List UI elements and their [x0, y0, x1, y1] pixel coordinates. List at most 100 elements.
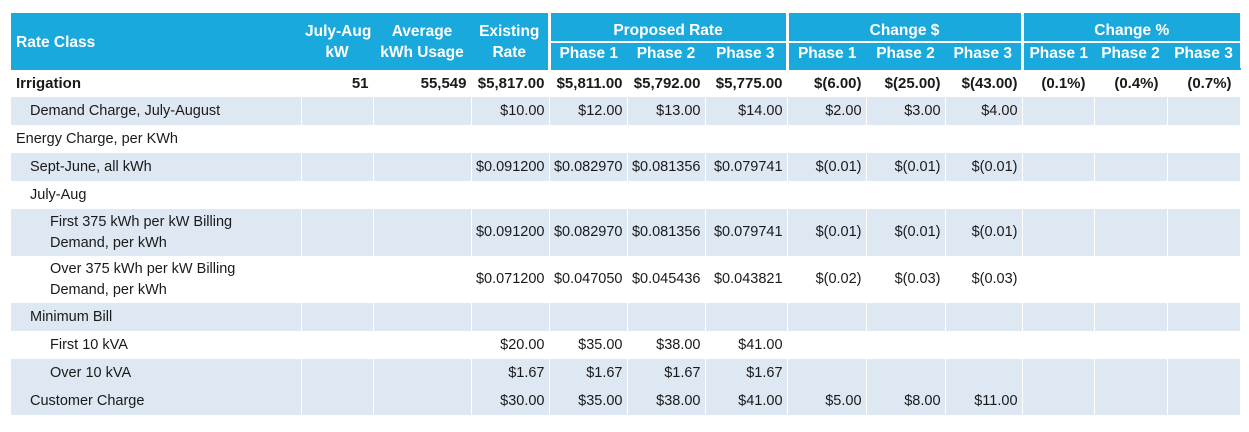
existing-rate-header-line2: Rate	[492, 44, 527, 61]
cell-kw	[301, 125, 374, 153]
cell-proposed-p3	[705, 181, 788, 209]
cell-change-dollar-p1	[787, 331, 867, 359]
cell-change-dollar-p3: $(0.03)	[945, 256, 1023, 303]
proposed-rate-group-header: Proposed Rate	[547, 13, 788, 43]
cell-kw	[301, 387, 374, 415]
cell-proposed-p3: $1.67	[705, 359, 788, 387]
cell-change-pct-p2	[1094, 125, 1168, 153]
cell-existing	[471, 303, 550, 331]
cell-change-dollar-p3: $11.00	[945, 387, 1023, 415]
cell-change-pct-p1	[1022, 256, 1095, 303]
cell-change-dollar-p3	[945, 181, 1023, 209]
cell-proposed-p2: $0.081356	[627, 209, 706, 256]
cell-proposed-p3: $0.043821	[705, 256, 788, 303]
cell-change-pct-p2	[1094, 97, 1168, 125]
table-row-first-10-kva: First 10 kVA $20.00 $35.00 $38.00 $41.00	[11, 331, 1241, 359]
cell-change-pct-p1	[1022, 387, 1095, 415]
row-label: Over 10 kVA	[11, 359, 302, 387]
cell-change-pct-p2	[1094, 209, 1168, 256]
cell-proposed-p2: $5,792.00	[627, 68, 706, 97]
cell-change-dollar-p3: $(43.00)	[945, 68, 1023, 97]
cell-change-dollar-p1: $(0.01)	[787, 153, 867, 181]
cell-kw	[301, 97, 374, 125]
rate-class-header: Rate Class	[11, 13, 301, 69]
average-usage-header: Average kWh Usage	[373, 13, 471, 69]
july-aug-kw-header-line1: July-Aug	[305, 23, 372, 40]
cell-proposed-p1	[549, 181, 628, 209]
row-label-line2: Demand, per kWh	[50, 234, 167, 251]
table-body: Irrigation 51 55,549 $5,817.00 $5,811.00…	[11, 68, 1241, 415]
existing-rate-header-line1: Existing	[479, 23, 540, 40]
cell-proposed-p3: $0.079741	[705, 153, 788, 181]
row-label-line1: First 375 kWh per kW Billing	[50, 213, 233, 230]
cell-proposed-p3	[705, 125, 788, 153]
cell-change-dollar-p2: $8.00	[866, 387, 946, 415]
cell-proposed-p1	[549, 125, 628, 153]
cell-usage	[373, 359, 472, 387]
cell-change-pct-p1	[1022, 331, 1095, 359]
cell-change-dollar-p3: $4.00	[945, 97, 1023, 125]
row-label: Irrigation	[11, 68, 302, 97]
cell-change-dollar-p3	[945, 303, 1023, 331]
cell-change-dollar-p1: $(6.00)	[787, 68, 867, 97]
table-header: Rate Class July-Aug kW Average kWh Usage…	[11, 13, 1241, 69]
cell-existing: $0.071200	[471, 256, 550, 303]
cell-change-dollar-p2	[866, 125, 946, 153]
cell-change-dollar-p2: $(0.01)	[866, 209, 946, 256]
cell-change-dollar-p1: $(0.01)	[787, 209, 867, 256]
change-percent-phase2-header: Phase 2	[1094, 42, 1168, 69]
cell-usage	[373, 153, 472, 181]
change-percent-group-header: Change %	[1020, 13, 1241, 43]
proposed-phase3-header: Phase 3	[705, 42, 788, 69]
cell-change-pct-p2	[1094, 331, 1168, 359]
cell-change-dollar-p1	[787, 181, 867, 209]
cell-change-pct-p3	[1167, 256, 1241, 303]
cell-usage	[373, 256, 472, 303]
cell-proposed-p1: $35.00	[549, 387, 628, 415]
row-label: Energy Charge, per KWh	[11, 125, 302, 153]
cell-usage	[373, 303, 472, 331]
cell-change-pct-p2	[1094, 359, 1168, 387]
cell-proposed-p2: $13.00	[627, 97, 706, 125]
existing-rate-header: Existing Rate	[471, 13, 549, 69]
table-row-irrigation: Irrigation 51 55,549 $5,817.00 $5,811.00…	[11, 68, 1241, 97]
table-row-over-375: Over 375 kWh per kW Billing Demand, per …	[11, 256, 1241, 303]
cell-change-pct-p3	[1167, 303, 1241, 331]
cell-proposed-p2	[627, 181, 706, 209]
cell-existing: $0.091200	[471, 153, 550, 181]
change-dollar-phase3-header: Phase 3	[945, 42, 1023, 69]
row-label: Over 375 kWh per kW Billing Demand, per …	[11, 256, 302, 303]
cell-proposed-p3: $14.00	[705, 97, 788, 125]
cell-change-dollar-p3	[945, 125, 1023, 153]
row-label: Demand Charge, July-August	[11, 97, 302, 125]
cell-existing: $20.00	[471, 331, 550, 359]
cell-proposed-p2: $38.00	[627, 387, 706, 415]
cell-usage	[373, 125, 472, 153]
cell-usage	[373, 181, 472, 209]
row-label-line2: Demand, per kWh	[50, 281, 167, 298]
cell-change-dollar-p1	[787, 303, 867, 331]
cell-change-pct-p1	[1022, 359, 1095, 387]
cell-change-pct-p1	[1022, 181, 1095, 209]
cell-proposed-p1: $35.00	[549, 331, 628, 359]
cell-change-pct-p3	[1167, 387, 1241, 415]
row-label: Sept-June, all kWh	[11, 153, 302, 181]
cell-kw	[301, 181, 374, 209]
cell-change-pct-p3	[1167, 181, 1241, 209]
cell-change-dollar-p2	[866, 331, 946, 359]
cell-change-pct-p2	[1094, 181, 1168, 209]
cell-change-pct-p1	[1022, 153, 1095, 181]
cell-proposed-p2	[627, 125, 706, 153]
cell-change-pct-p3	[1167, 331, 1241, 359]
cell-change-dollar-p3	[945, 331, 1023, 359]
cell-kw	[301, 303, 374, 331]
cell-change-pct-p3	[1167, 125, 1241, 153]
proposed-phase1-header: Phase 1	[547, 42, 627, 69]
row-label: First 10 kVA	[11, 331, 302, 359]
cell-change-dollar-p2: $(0.03)	[866, 256, 946, 303]
cell-proposed-p3: $41.00	[705, 331, 788, 359]
cell-change-dollar-p2	[866, 303, 946, 331]
cell-change-pct-p3	[1167, 97, 1241, 125]
cell-usage	[373, 387, 472, 415]
table-row-sept-june: Sept-June, all kWh $0.091200 $0.082970 $…	[11, 153, 1241, 181]
